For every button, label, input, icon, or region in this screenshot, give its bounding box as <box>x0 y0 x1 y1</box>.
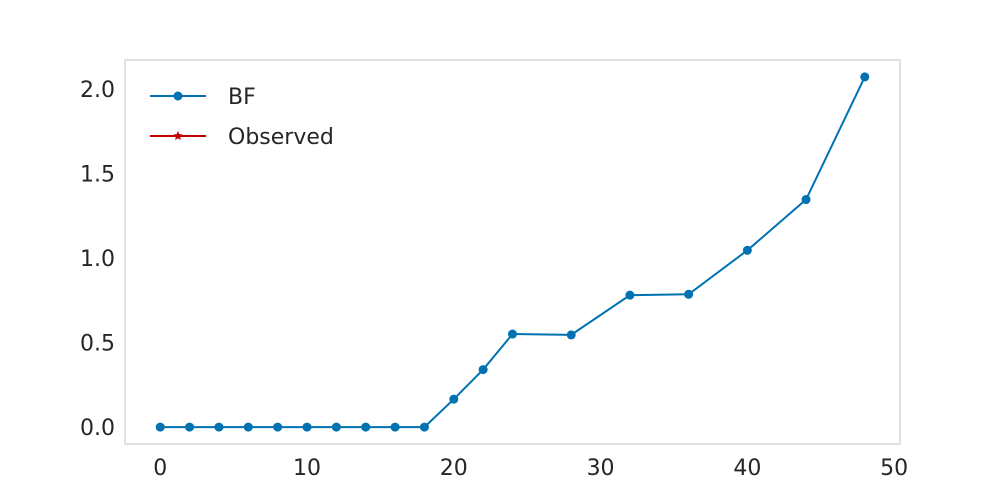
data-point <box>214 422 224 432</box>
y-axis: 0.0 0.5 1.0 1.5 2.0 <box>80 78 115 441</box>
data-point <box>742 245 752 255</box>
plot-area <box>124 59 901 445</box>
x-axis: 0 10 20 30 40 50 <box>153 456 908 481</box>
y-tick-label: 0.5 <box>80 332 115 357</box>
y-tick-label: 2.0 <box>80 78 115 103</box>
x-tick-label: 10 <box>293 456 321 481</box>
data-point <box>273 422 283 432</box>
x-tick-label: 50 <box>880 456 908 481</box>
data-point <box>684 289 694 299</box>
legend-marker <box>173 131 183 141</box>
data-point <box>185 422 195 432</box>
data-point <box>860 72 870 82</box>
y-tick-label: 0.0 <box>80 416 115 441</box>
legend: BF Observed <box>150 85 334 150</box>
legend-label: Observed <box>228 125 334 150</box>
data-point <box>419 422 429 432</box>
data-point <box>478 365 488 375</box>
data-point <box>302 422 312 432</box>
data-point <box>625 290 635 300</box>
data-point <box>155 422 165 432</box>
data-point <box>243 422 253 432</box>
x-tick-label: 20 <box>440 456 468 481</box>
x-tick-label: 30 <box>587 456 615 481</box>
legend-marker <box>173 91 183 101</box>
data-point <box>566 330 576 340</box>
data-point <box>449 394 459 404</box>
data-point <box>361 422 371 432</box>
data-point <box>331 422 341 432</box>
y-tick-label: 1.0 <box>80 247 115 272</box>
x-tick-label: 0 <box>153 456 167 481</box>
series-layer <box>155 72 870 432</box>
data-point <box>390 422 400 432</box>
legend-label: BF <box>228 85 256 110</box>
y-tick-label: 1.5 <box>80 162 115 187</box>
x-tick-label: 40 <box>733 456 761 481</box>
data-point <box>508 329 517 339</box>
data-point <box>801 195 811 205</box>
